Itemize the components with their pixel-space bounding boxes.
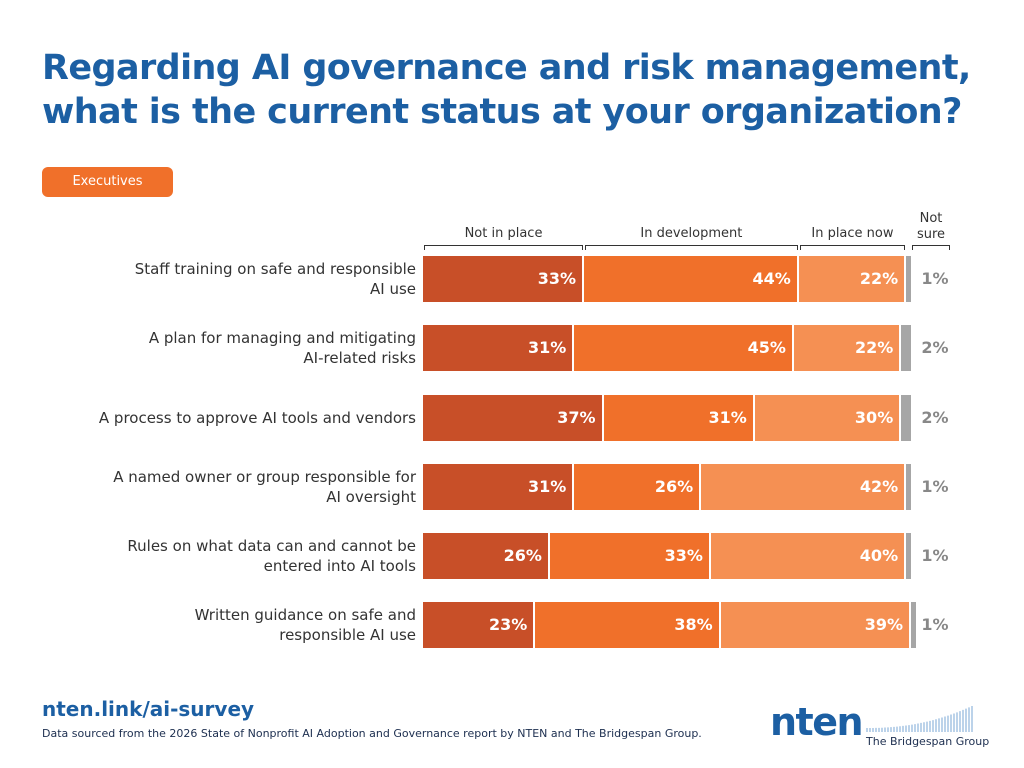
row-label: A named owner or group responsible for AI… xyxy=(113,468,416,506)
bar-in-development xyxy=(574,325,794,371)
bar-in-development xyxy=(535,602,721,648)
bar-in-place-now xyxy=(754,395,902,441)
data-label: 33% xyxy=(537,269,577,288)
survey-link[interactable]: nten.link/ai-survey xyxy=(42,697,255,721)
data-label: 26% xyxy=(654,477,694,496)
header-bracket xyxy=(585,245,798,250)
bar-not-sure xyxy=(906,464,911,510)
header-not-in-place: Not in place xyxy=(464,226,543,241)
bar-not-in-place xyxy=(423,395,604,441)
bridgespan-logo-icon xyxy=(866,706,973,732)
data-label-not-sure: 1% xyxy=(921,269,949,288)
data-label: 31% xyxy=(527,477,567,496)
data-label: 31% xyxy=(527,338,567,357)
header-not-sure: Not sure xyxy=(916,211,946,242)
row-label: A plan for managing and mitigating AI-rel… xyxy=(148,329,416,367)
bar-in-development xyxy=(574,464,702,510)
data-label: 31% xyxy=(708,408,747,427)
bar-not-in-place xyxy=(423,256,585,302)
data-label: 26% xyxy=(503,546,542,565)
segment-badge: Executives xyxy=(42,167,173,197)
bar-not-sure xyxy=(901,325,911,371)
data-label-not-sure: 1% xyxy=(921,615,949,634)
data-label: 38% xyxy=(674,615,713,634)
source-note: Data sourced from the 2026 State of Nonp… xyxy=(42,727,702,740)
bar-in-place-now xyxy=(720,602,911,648)
data-label: 22% xyxy=(854,338,894,357)
bar-not-in-place xyxy=(423,464,575,510)
bar-not-sure xyxy=(906,533,911,579)
bar-in-place-now xyxy=(710,533,907,579)
header-in-place-now: In place now xyxy=(811,226,894,241)
bar-not-in-place xyxy=(423,533,550,579)
bar-not-sure xyxy=(911,602,916,648)
data-label-not-sure: 2% xyxy=(921,408,949,427)
bar-in-development xyxy=(584,256,799,302)
row-label: Written guidance on safe and responsible … xyxy=(194,606,416,644)
data-label: 40% xyxy=(859,546,899,565)
bridgespan-logo: The Bridgespan Group xyxy=(866,735,990,748)
chart-title: Regarding AI governance and risk managem… xyxy=(42,48,971,132)
bar-not-in-place xyxy=(423,602,536,648)
row-label: Staff training on safe and responsible AI… xyxy=(134,260,416,298)
data-label: 37% xyxy=(557,408,596,427)
data-label-not-sure: 2% xyxy=(921,338,949,357)
bar-in-place-now xyxy=(798,256,907,302)
data-label-not-sure: 1% xyxy=(921,546,949,565)
bar-in-development xyxy=(549,533,711,579)
data-label: 39% xyxy=(864,615,903,634)
data-label: 22% xyxy=(859,269,899,288)
row-label: A process to approve AI tools and vendor… xyxy=(98,409,416,427)
data-label: 30% xyxy=(854,408,894,427)
data-label: 42% xyxy=(859,477,899,496)
data-label: 45% xyxy=(747,338,786,357)
data-label: 44% xyxy=(752,269,791,288)
header-bracket xyxy=(799,245,906,250)
bar-in-place-now xyxy=(793,325,902,371)
bar-not-sure xyxy=(901,395,911,441)
header-in-development: In development xyxy=(640,226,743,241)
row-label: Rules on what data can and cannot be ente… xyxy=(127,537,416,575)
data-label-not-sure: 1% xyxy=(921,477,949,496)
data-label: 23% xyxy=(488,615,528,634)
bar-not-in-place xyxy=(423,325,575,371)
bar-in-development xyxy=(603,395,755,441)
bar-in-place-now xyxy=(701,464,907,510)
nten-logo: nten xyxy=(770,700,864,744)
bar-not-sure xyxy=(906,256,911,302)
header-bracket xyxy=(424,245,584,250)
data-label: 33% xyxy=(664,546,703,565)
header-bracket xyxy=(912,245,950,250)
